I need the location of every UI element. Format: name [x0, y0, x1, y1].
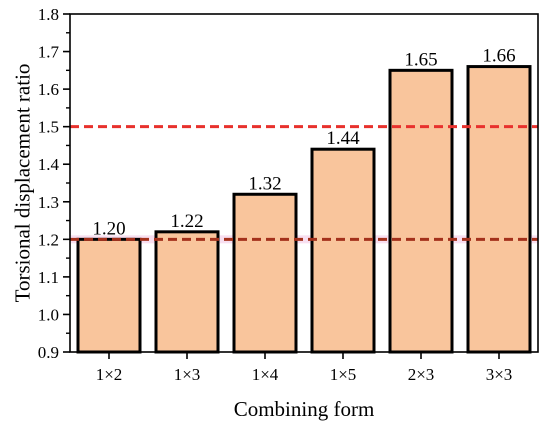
- y-tick-label: 1.7: [38, 43, 60, 62]
- data-label: 1.44: [326, 128, 360, 149]
- y-tick-label: 1.5: [38, 118, 59, 137]
- x-tick-label: 1×5: [330, 365, 357, 384]
- bar-2×3: [388, 68, 454, 354]
- y-tick-label: 1.4: [38, 155, 60, 174]
- reference-lines-front: [70, 125, 538, 241]
- data-label: 1.20: [92, 218, 125, 239]
- x-tick-label: 2×3: [408, 365, 435, 384]
- x-axis: 1×2 1×3 1×4 1×5 2×3 3×3: [96, 352, 513, 384]
- y-tick-label: 1.8: [38, 5, 59, 24]
- y-axis-title: Torsional displacement ratio: [10, 64, 34, 303]
- bar-1×5: [310, 147, 376, 354]
- reference-lines-back: [71, 235, 537, 244]
- bar-1×3: [154, 230, 220, 354]
- y-tick-label: 1.0: [38, 305, 59, 324]
- y-tick-label: 1.3: [38, 193, 59, 212]
- x-tick-label: 3×3: [486, 365, 513, 384]
- x-axis-title: Combining form: [234, 397, 375, 421]
- y-tick-label: 1.1: [38, 268, 59, 287]
- data-labels-group: 1.20 1.22 1.32 1.44 1.65 1.66: [92, 46, 515, 240]
- data-label: 1.65: [404, 49, 437, 70]
- data-label: 1.66: [482, 46, 515, 67]
- bar-3×3: [466, 65, 532, 354]
- bars-group: [76, 65, 532, 354]
- y-tick-label: 1.2: [38, 230, 59, 249]
- y-axis: 0.9 1.0 1.1 1.2 1.3 1.4 1.5 1.6 1.7 1.8: [38, 5, 70, 362]
- bar-1×2: [76, 237, 142, 354]
- x-tick-label: 1×2: [96, 365, 123, 384]
- data-label: 1.32: [248, 173, 281, 194]
- x-tick-label: 1×3: [174, 365, 201, 384]
- reference-band: [71, 235, 537, 244]
- y-tick-label: 1.6: [38, 80, 59, 99]
- y-tick-label: 0.9: [38, 343, 59, 362]
- data-label: 1.22: [170, 211, 203, 232]
- bar-1×4: [232, 192, 298, 354]
- x-tick-label: 1×4: [252, 365, 279, 384]
